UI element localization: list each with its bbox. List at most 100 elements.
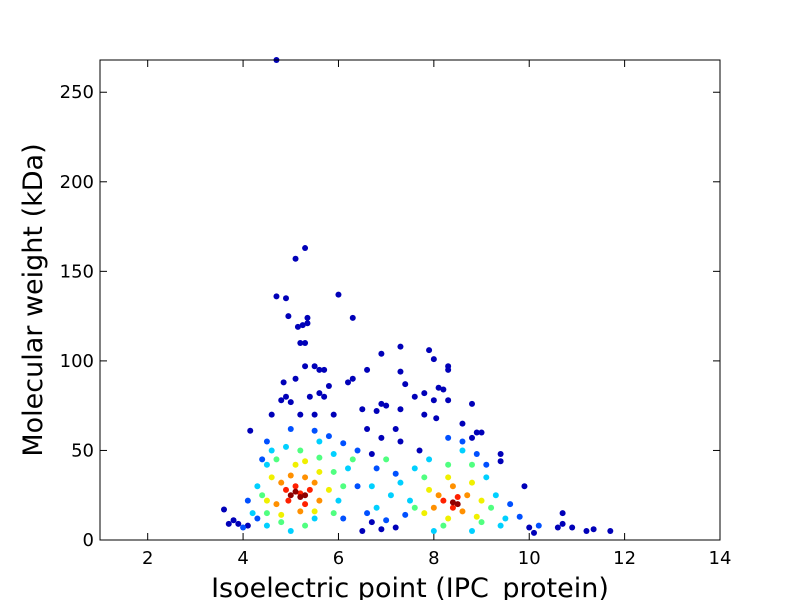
- point: [221, 506, 227, 513]
- point: [292, 255, 299, 262]
- point: [430, 356, 437, 363]
- point: [445, 434, 452, 441]
- y-tick-label: 100: [60, 351, 94, 372]
- point: [285, 313, 292, 320]
- point: [311, 479, 318, 486]
- point: [316, 366, 323, 373]
- point: [516, 513, 523, 520]
- point: [430, 397, 437, 404]
- point: [302, 339, 309, 346]
- plot-frame: [99, 59, 721, 541]
- point: [278, 479, 285, 486]
- point: [469, 434, 475, 441]
- point: [397, 406, 404, 413]
- x-tick-label: 14: [709, 548, 732, 569]
- point: [421, 411, 428, 418]
- point: [325, 382, 332, 389]
- point: [354, 447, 361, 454]
- point: [469, 461, 475, 468]
- point: [507, 501, 514, 508]
- point: [459, 447, 466, 454]
- point: [440, 522, 447, 529]
- point: [304, 320, 311, 327]
- point: [445, 515, 452, 522]
- point: [306, 393, 313, 400]
- point: [263, 522, 270, 529]
- point: [330, 468, 337, 475]
- point: [421, 474, 428, 481]
- point: [254, 483, 261, 490]
- point: [335, 291, 342, 298]
- point: [316, 468, 323, 475]
- point: [559, 510, 566, 517]
- point: [349, 375, 356, 382]
- point: [302, 458, 309, 465]
- point: [526, 524, 533, 531]
- point: [473, 429, 480, 436]
- point: [230, 517, 237, 524]
- point: [292, 483, 299, 490]
- point: [287, 399, 294, 406]
- point: [247, 427, 254, 434]
- point: [316, 390, 323, 397]
- point: [383, 402, 390, 409]
- point: [497, 522, 504, 529]
- point: [421, 390, 428, 397]
- y-tick-label: 150: [60, 261, 94, 282]
- point: [254, 515, 261, 522]
- point: [392, 470, 399, 477]
- point: [302, 501, 309, 508]
- point: [569, 524, 576, 531]
- point: [521, 483, 528, 490]
- point: [531, 529, 537, 536]
- point: [283, 295, 289, 302]
- point: [263, 497, 270, 504]
- point: [433, 415, 440, 422]
- point: [330, 510, 337, 517]
- point: [435, 384, 442, 391]
- point: [240, 524, 247, 531]
- point: [364, 425, 371, 432]
- point: [325, 486, 332, 493]
- point: [430, 528, 437, 535]
- point: [387, 492, 394, 499]
- point: [469, 479, 475, 486]
- point: [287, 492, 294, 499]
- point: [297, 447, 304, 454]
- point: [559, 520, 566, 527]
- point: [330, 451, 337, 458]
- point: [497, 458, 504, 465]
- x-axis-label: Isoelectric point (IPC_protein): [211, 573, 609, 600]
- point: [297, 339, 304, 346]
- point: [483, 474, 490, 481]
- point: [364, 366, 371, 373]
- point: [459, 438, 466, 445]
- point: [297, 508, 304, 515]
- point: [502, 515, 509, 522]
- point: [340, 440, 347, 447]
- point: [373, 408, 380, 415]
- point: [407, 497, 413, 504]
- point: [378, 400, 385, 407]
- point: [297, 411, 304, 418]
- point: [488, 504, 495, 511]
- y-tick-label: 200: [60, 172, 94, 193]
- point: [359, 406, 366, 413]
- point: [397, 343, 404, 350]
- point: [285, 497, 292, 504]
- point: [397, 438, 404, 445]
- point: [411, 465, 418, 472]
- point: [280, 379, 287, 386]
- point: [483, 461, 490, 468]
- point: [268, 447, 275, 454]
- point: [259, 456, 266, 463]
- point: [464, 492, 471, 499]
- point: [426, 347, 433, 354]
- point: [364, 510, 371, 517]
- y-tick-label: 250: [60, 82, 94, 103]
- point: [273, 456, 280, 463]
- point: [445, 397, 452, 404]
- point: [454, 501, 461, 508]
- point: [435, 492, 442, 499]
- point: [383, 517, 390, 524]
